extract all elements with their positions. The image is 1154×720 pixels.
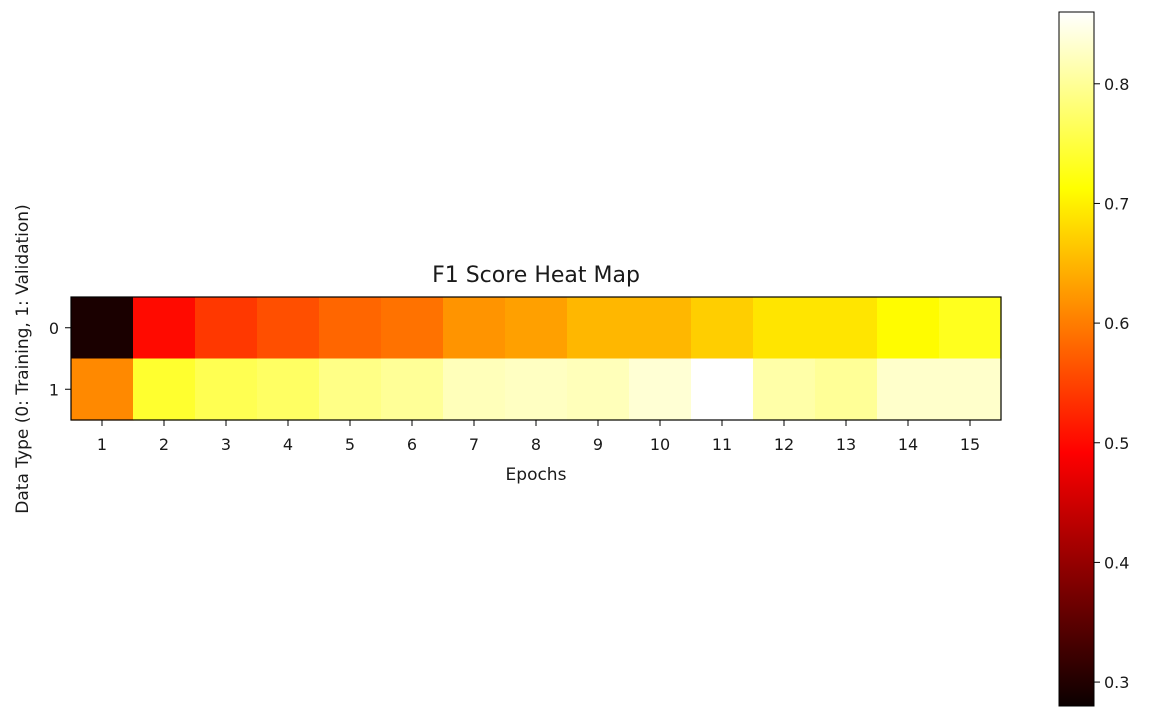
y-axis-label: Data Type (0: Training, 1: Validation) [13, 204, 33, 513]
heatmap-cell-r0-c12 [815, 297, 878, 360]
x-tick-label: 6 [407, 435, 417, 454]
heatmap-cell-r0-c11 [753, 297, 816, 360]
heatmap-cell-r0-c2 [195, 297, 258, 360]
heatmap-cell-r1-c10 [691, 358, 754, 421]
y-tick-label: 0 [49, 319, 59, 338]
heatmap-cell-r1-c4 [319, 358, 382, 421]
heatmap-cell-r1-c2 [195, 358, 258, 421]
heatmap-cell-r0-c3 [257, 297, 320, 360]
heatmap-cell-r0-c10 [691, 297, 754, 360]
x-tick-label: 9 [593, 435, 603, 454]
heatmap-cell-r1-c0 [71, 358, 134, 421]
heatmap-cell-r1-c12 [815, 358, 878, 421]
y-axis-ticks: 01 [49, 319, 71, 399]
x-tick-label: 5 [345, 435, 355, 454]
heatmap-cell-r1-c9 [629, 358, 692, 421]
x-tick-label: 12 [774, 435, 794, 454]
heatmap-cells [71, 297, 1002, 421]
heatmap-cell-r0-c14 [939, 297, 1002, 360]
heatmap-cell-r1-c6 [443, 358, 506, 421]
colorbar-tick-label: 0.4 [1104, 553, 1129, 572]
heatmap-cell-r1-c1 [133, 358, 196, 421]
x-tick-label: 15 [960, 435, 980, 454]
heatmap-cell-r0-c6 [443, 297, 506, 360]
colorbar-tick-label: 0.3 [1104, 673, 1129, 692]
colorbar-tick-label: 0.6 [1104, 314, 1129, 333]
heatmap-cell-r1-c7 [505, 358, 568, 421]
x-tick-label: 14 [898, 435, 918, 454]
x-tick-label: 8 [531, 435, 541, 454]
heatmap-cell-r1-c5 [381, 358, 444, 421]
x-tick-label: 10 [650, 435, 670, 454]
heatmap-cell-r0-c9 [629, 297, 692, 360]
x-axis-ticks: 1 2 3 4 5 6 7 8 9 10 11 12 13 14 15 [97, 420, 980, 454]
colorbar-tick-label: 0.5 [1104, 434, 1129, 453]
heatmap-cell-r1-c14 [939, 358, 1002, 421]
x-tick-label: 11 [712, 435, 732, 454]
colorbar [1058, 11, 1095, 707]
heatmap-cell-r0-c5 [381, 297, 444, 360]
x-tick-label: 1 [97, 435, 107, 454]
heatmap-cell-r0-c0 [71, 297, 134, 360]
x-tick-label: 7 [469, 435, 479, 454]
heatmap-cell-r1-c13 [877, 358, 940, 421]
heatmap-cell-r0-c1 [133, 297, 196, 360]
heatmap-cell-r1-c8 [567, 358, 630, 421]
colorbar-ticks: 0.3 0.4 0.5 0.6 0.7 0.8 [1094, 75, 1129, 692]
x-tick-label: 3 [221, 435, 231, 454]
heatmap-cell-r0-c8 [567, 297, 630, 360]
heatmap-cell-r0-c4 [319, 297, 382, 360]
heatmap-cell-r1-c3 [257, 358, 320, 421]
heatmap-cell-r0-c7 [505, 297, 568, 360]
heatmap-cell-r1-c11 [753, 358, 816, 421]
x-axis-label: Epochs [506, 465, 567, 485]
x-tick-label: 13 [836, 435, 856, 454]
x-tick-label: 2 [159, 435, 169, 454]
chart-title: F1 Score Heat Map [432, 263, 640, 288]
x-tick-label: 4 [283, 435, 293, 454]
colorbar-tick-label: 0.7 [1104, 194, 1129, 213]
y-tick-label: 1 [49, 380, 59, 399]
heatmap-cell-r0-c13 [877, 297, 940, 360]
colorbar-tick-label: 0.8 [1104, 75, 1129, 94]
